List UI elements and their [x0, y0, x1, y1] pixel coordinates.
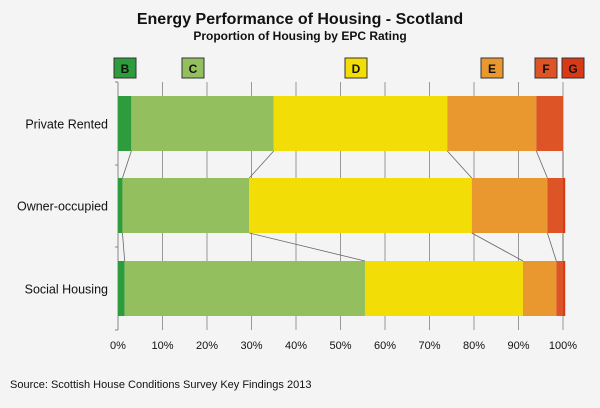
connector-line	[122, 150, 132, 179]
bar-d	[273, 96, 448, 151]
legend-label: B	[121, 62, 130, 76]
legend-swatch-f	[534, 57, 558, 79]
legend-swatch-e	[480, 57, 504, 79]
bar-d	[249, 178, 472, 233]
connector-line	[248, 150, 275, 179]
legend-label: E	[488, 62, 496, 76]
legend-swatch-d	[344, 57, 368, 79]
connector-line	[547, 232, 557, 262]
x-tick-label: 10%	[151, 340, 173, 352]
legend-swatch-c	[181, 57, 205, 79]
legend-swatch-g	[561, 57, 585, 79]
bar-b	[118, 178, 123, 233]
bar-f	[547, 178, 563, 233]
legend-label: C	[189, 62, 198, 76]
legend-swatch-b	[113, 57, 137, 79]
x-tick-label: 30%	[240, 340, 262, 352]
legend-label: D	[352, 62, 361, 76]
connector-line	[447, 150, 473, 179]
legend-label: G	[568, 62, 577, 76]
bar-f	[536, 96, 563, 151]
bar-f	[556, 261, 563, 316]
x-tick-label: 80%	[463, 340, 485, 352]
bar-b	[118, 261, 125, 316]
source-note: Source: Scottish House Conditions Survey…	[10, 379, 311, 391]
bar-c	[124, 261, 365, 316]
category-label: Social Housing	[25, 283, 108, 297]
bar-e	[471, 178, 548, 233]
category-label: Private Rented	[25, 118, 108, 132]
bar-b	[118, 96, 132, 151]
connector-line	[471, 232, 524, 262]
bar-g	[563, 178, 566, 233]
bar-e	[447, 96, 537, 151]
x-tick-label: 60%	[374, 340, 396, 352]
connector-line	[535, 150, 548, 179]
connector-line	[249, 232, 366, 262]
x-tick-label: 20%	[196, 340, 218, 352]
x-tick-label: 40%	[285, 340, 307, 352]
connector-line	[122, 232, 126, 262]
x-tick-label: 0%	[110, 340, 126, 352]
legend-label: F	[542, 62, 549, 76]
chart-subtitle: Proportion of Housing by EPC Rating	[193, 29, 406, 43]
bar-d	[364, 261, 523, 316]
bar-e	[522, 261, 557, 316]
x-tick-label: 70%	[418, 340, 440, 352]
bar-c	[131, 96, 274, 151]
bar-c	[122, 178, 250, 233]
x-tick-label: 50%	[329, 340, 351, 352]
x-tick-label: 90%	[507, 340, 529, 352]
chart-title: Energy Performance of Housing - Scotland	[137, 11, 463, 28]
bar-g	[563, 261, 566, 316]
category-label: Owner-occupied	[17, 200, 108, 214]
x-tick-label: 100%	[549, 340, 577, 352]
